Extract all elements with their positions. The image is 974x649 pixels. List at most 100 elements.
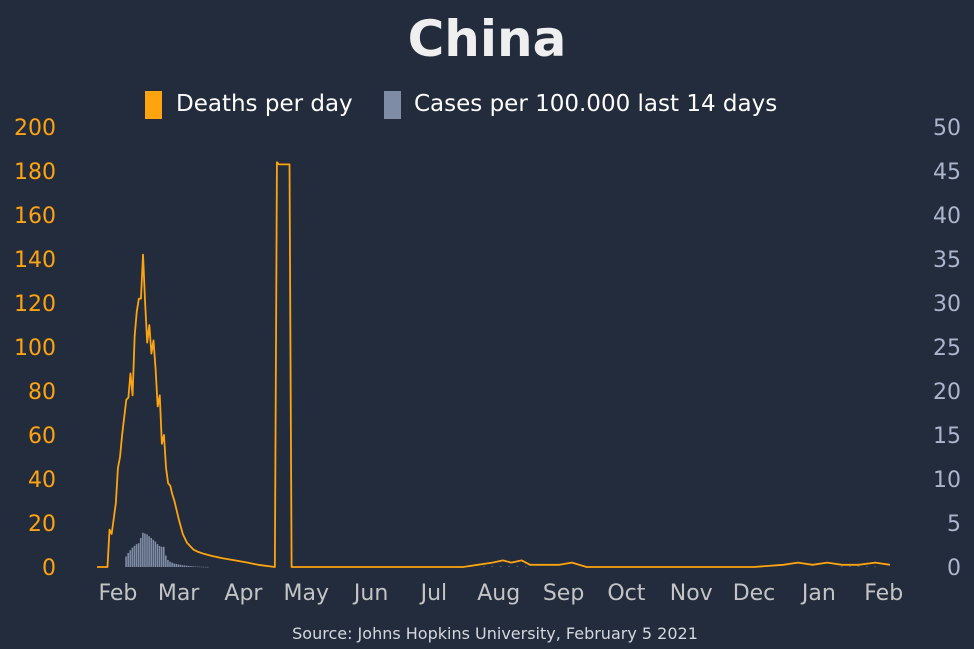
cases-bar [154,541,157,567]
cases-bar [857,566,860,567]
chart-title: China [408,10,567,68]
legend-label-deaths: Deaths per day [176,91,353,117]
x-tick-label: Sep [543,581,584,606]
x-axis: Feb Mar Apr May Jun Jul Aug Sep Oct Nov Dec Jan Feb [98,581,903,606]
cases-bar [865,566,868,568]
cases-bar [175,563,178,567]
y-left-tick-label: 180 [14,160,56,185]
y-left-tick-label: 100 [14,336,56,361]
y-left-tick-label: 60 [28,424,56,449]
cases-bar [129,550,132,567]
cases-bar [508,566,510,567]
x-tick-label: Apr [224,581,263,606]
cases-bar [204,566,207,568]
cases-bar [169,561,171,567]
cases-bar [516,566,519,567]
y-right-tick-label: 35 [933,248,961,273]
cases-bar [171,562,173,567]
cases-bar [152,539,155,567]
x-tick-label: Oct [607,581,645,606]
cases-bar [131,547,134,567]
cases-bar [148,536,150,567]
cases-bar [190,566,192,567]
cases-bar [139,537,142,567]
cases-bar [173,563,176,567]
cases-bar [150,537,152,567]
y-right-tick-label: 20 [933,380,961,405]
deaths-line [97,161,891,568]
x-tick-label: Nov [670,581,713,606]
x-tick-label: Mar [158,581,200,606]
deaths-series [97,161,891,568]
cases-bar [160,546,163,567]
y-left-tick-label: 200 [14,116,56,141]
cases-bar [179,564,182,567]
cases-bar [133,545,136,567]
cases-bar [196,566,199,568]
cases-bar [144,533,146,567]
source-note: Source: Johns Hopkins University, Februa… [292,624,698,643]
x-tick-label: May [283,581,328,606]
y-left-tick-label: 140 [14,248,56,273]
y-right-tick-label: 15 [933,424,961,449]
cases-bar [206,566,209,568]
x-tick-label: Jun [352,581,388,606]
cases-bar [200,566,203,568]
cases-bar [198,566,201,568]
cases-bar [156,544,159,567]
cases-bar [849,566,851,567]
y-axis-right: 0 5 10 15 20 25 30 35 40 45 50 [933,116,961,581]
x-tick-label: Feb [98,581,137,606]
cases-bar [183,565,186,567]
cases-bar [192,566,194,567]
y-right-tick-label: 10 [933,468,961,493]
cases-bar [125,556,127,567]
cases-bar [137,543,140,567]
cases-bar [188,565,190,567]
y-left-tick-label: 20 [28,512,56,537]
y-right-tick-label: 30 [933,292,961,317]
cases-bar [840,566,843,568]
cases-bar [202,566,205,568]
y-right-tick-label: 45 [933,160,961,185]
cases-bar [165,555,167,567]
y-right-tick-label: 0 [947,556,961,581]
cases-bar [142,532,144,567]
legend-swatch-deaths [145,91,162,119]
cases-series [125,532,876,568]
legend: Deaths per day Cases per 100.000 last 14… [145,91,777,119]
cases-bar [524,566,527,568]
cases-bar [158,545,161,567]
cases-bar [167,559,169,567]
x-tick-label: Jan [800,581,836,606]
x-tick-label: Aug [477,581,520,606]
cases-bar [491,566,494,567]
cases-bar [135,544,138,567]
y-right-tick-label: 5 [947,512,961,537]
cases-bar [185,565,188,567]
y-axis-left: 0 20 40 60 80 100 120 140 160 180 200 [14,116,56,581]
cases-bar [181,565,184,567]
cases-bar [874,566,876,568]
x-tick-label: Jul [419,581,448,606]
cases-bar [146,534,148,567]
cases-bar [194,566,196,567]
y-left-tick-label: 40 [28,468,56,493]
legend-swatch-cases [384,91,401,119]
y-left-tick-label: 80 [28,380,56,405]
y-left-tick-label: 0 [42,556,56,581]
y-left-tick-label: 160 [14,204,56,229]
y-right-tick-label: 50 [933,116,961,141]
cases-bar [483,566,485,568]
x-tick-label: Dec [733,581,776,606]
cases-bar [499,566,502,567]
cases-bar [127,552,129,567]
legend-label-cases: Cases per 100.000 last 14 days [414,91,777,117]
cases-bar [177,564,180,567]
cases-bar [162,546,165,567]
y-right-tick-label: 25 [933,336,961,361]
x-tick-label: Feb [864,581,903,606]
y-left-tick-label: 120 [14,292,56,317]
y-right-tick-label: 40 [933,204,961,229]
